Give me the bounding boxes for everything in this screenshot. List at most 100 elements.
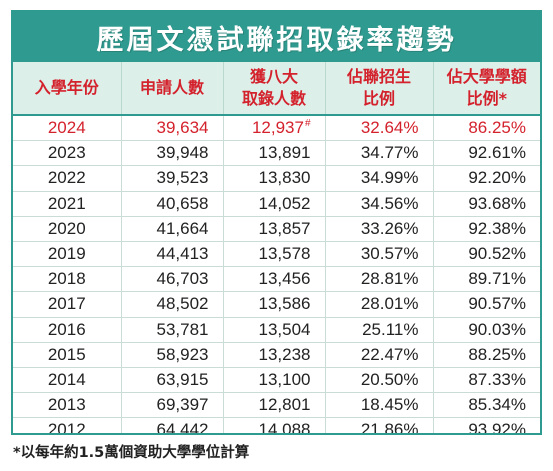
- applicants-cell-value: 48,502: [156, 294, 209, 314]
- admitted-cell: 13,238: [223, 342, 326, 368]
- rate-places-cell: 92.38%: [433, 216, 540, 242]
- year-cell: 2014: [13, 367, 122, 394]
- rate-applicants-cell-value: 34.77%: [360, 143, 419, 163]
- rate-applicants-cell: 34.56%: [325, 191, 434, 217]
- table-row: 2019 44,413 13,578 30.57% 90.52%: [13, 241, 540, 268]
- applicants-cell-value: 41,664: [156, 218, 209, 238]
- applicants-cell: 46,703: [121, 266, 224, 293]
- applicants-cell: 40,658: [121, 191, 224, 217]
- rate-applicants-cell-value: 34.56%: [360, 193, 419, 213]
- admitted-cell-value: 13,504: [258, 319, 311, 339]
- column-header-rate-places: 佔大學學額 比例*: [433, 62, 540, 116]
- table-row: 2022 39,523 13,830 34.99% 92.20%: [13, 165, 540, 192]
- year-cell-value: 2015: [47, 344, 86, 364]
- rate-applicants-cell: 22.47%: [325, 342, 434, 368]
- applicants-cell: 69,397: [121, 392, 224, 419]
- applicants-cell-value: 44,413: [156, 244, 209, 264]
- column-header-year: 入學年份: [13, 62, 122, 116]
- rate-applicants-cell-value: 32.64%: [360, 118, 419, 138]
- year-cell-value: 2023: [47, 143, 86, 163]
- column-header-admitted-line2: 取錄人數: [241, 89, 306, 108]
- admitted-cell-value: 13,586: [258, 294, 311, 314]
- admitted-cell-value: 12,937: [251, 118, 304, 138]
- column-header-applicants-label: 申請人數: [139, 78, 204, 97]
- year-cell-value: 2019: [47, 244, 86, 264]
- rate-places-cell-value: 92.38%: [468, 218, 526, 238]
- rate-places-cell-value: 89.71%: [468, 269, 526, 289]
- rate-places-cell-value: 92.20%: [468, 168, 526, 188]
- admitted-cell-value: 13,830: [258, 168, 311, 188]
- applicants-cell-value: 40,658: [156, 193, 209, 213]
- admitted-cell: 13,586: [223, 291, 326, 318]
- admitted-cell-value: 13,578: [258, 244, 311, 264]
- table-row: 2013 69,397 12,801 18.45% 85.34%: [13, 392, 540, 419]
- rate-applicants-cell: 32.64%: [325, 115, 434, 142]
- column-header-rate-applicants-line2: 比例: [362, 89, 395, 108]
- applicants-cell: 39,523: [121, 165, 224, 192]
- applicants-cell: 39,634: [121, 115, 224, 142]
- applicants-cell: 64,442: [121, 417, 224, 433]
- year-cell-value: 2014: [47, 369, 86, 389]
- applicants-cell: 48,502: [121, 291, 224, 318]
- table-row: 2015 58,923 13,238 22.47% 88.25%: [13, 342, 540, 368]
- admitted-cell: 12,801: [223, 392, 326, 419]
- table-row: 2021 40,658 14,052 34.56% 93.68%: [13, 191, 540, 217]
- rate-places-cell-value: 93.68%: [468, 193, 526, 213]
- year-cell-value: 2022: [47, 168, 86, 188]
- applicants-cell: 39,948: [121, 140, 224, 167]
- rate-applicants-cell-value: 25.11%: [362, 319, 419, 339]
- year-cell: 2012: [13, 417, 122, 433]
- column-header-rate-applicants-line1: 佔聯招生: [346, 67, 411, 86]
- year-cell: 2017: [13, 291, 122, 318]
- admitted-cell-value: 13,857: [258, 218, 311, 238]
- admitted-cell-value: 14,052: [258, 193, 311, 213]
- year-cell-value: 2013: [47, 395, 86, 415]
- rate-applicants-cell: 34.77%: [325, 140, 434, 167]
- year-cell: 2020: [13, 216, 122, 242]
- applicants-cell-value: 69,397: [156, 395, 209, 415]
- admitted-cell: 13,891: [223, 140, 326, 167]
- footnote: *以每年約1.5萬個資助大學學位計算: [13, 445, 250, 461]
- applicants-cell-value: 63,915: [156, 369, 209, 389]
- year-cell: 2016: [13, 317, 122, 343]
- admitted-cell: 13,857: [223, 216, 326, 242]
- table-row: 2023 39,948 13,891 34.77% 92.61%: [13, 140, 540, 167]
- admitted-cell: 13,578: [223, 241, 326, 268]
- column-header-admitted: 獲八大 取錄人數: [223, 62, 326, 116]
- rate-applicants-cell-value: 33.26%: [360, 218, 419, 238]
- admitted-cell: 12,937#: [223, 115, 326, 142]
- rate-places-cell-value: 93.92%: [468, 420, 526, 435]
- applicants-cell: 58,923: [121, 342, 224, 368]
- admitted-cell-value: 14,088: [258, 420, 311, 435]
- rate-applicants-cell: 25.11%: [325, 317, 434, 343]
- year-cell-value: 2021: [47, 193, 86, 213]
- rate-places-cell: 86.25%: [433, 115, 540, 142]
- rate-applicants-cell: 30.57%: [325, 241, 434, 268]
- rate-applicants-cell: 33.26%: [325, 216, 434, 242]
- year-cell-value: 2018: [47, 269, 86, 289]
- column-header-rate-places-line1: 佔大學學額: [446, 67, 527, 86]
- admitted-footnote-mark: #: [304, 118, 311, 130]
- rate-applicants-cell: 34.99%: [325, 165, 434, 192]
- rate-places-cell-value: 88.25%: [468, 344, 526, 364]
- table-body: 2024 39,634 12,937# 32.64% 86.25% 2023 39,948 1…: [13, 115, 540, 435]
- applicants-cell-value: 53,781: [156, 319, 209, 339]
- header-row: 入學年份 申請人數 獲八大 取錄人數 佔聯招生 比例 佔大學學額 比例*: [13, 62, 540, 116]
- rate-places-cell-value: 90.03%: [468, 319, 526, 339]
- year-cell-value: 2017: [47, 294, 86, 314]
- rate-applicants-cell-value: 22.47%: [360, 344, 419, 364]
- year-cell: 2013: [13, 392, 122, 419]
- rate-places-cell: 90.57%: [433, 291, 540, 318]
- rate-applicants-cell-value: 28.81%: [360, 269, 419, 289]
- applicants-cell-value: 39,948: [156, 143, 209, 163]
- table-row: 2016 53,781 13,504 25.11% 90.03%: [13, 317, 540, 343]
- admitted-cell-value: 13,100: [258, 369, 311, 389]
- rate-places-cell-value: 90.57%: [468, 294, 526, 314]
- admitted-cell: 14,052: [223, 191, 326, 217]
- rate-places-cell: 93.68%: [433, 191, 540, 217]
- year-cell-value: 2016: [47, 319, 86, 339]
- applicants-cell: 44,413: [121, 241, 224, 268]
- column-header-rate-places-line2: 比例*: [466, 89, 507, 108]
- applicants-cell-value: 39,634: [156, 118, 209, 138]
- admitted-cell: 13,504: [223, 317, 326, 343]
